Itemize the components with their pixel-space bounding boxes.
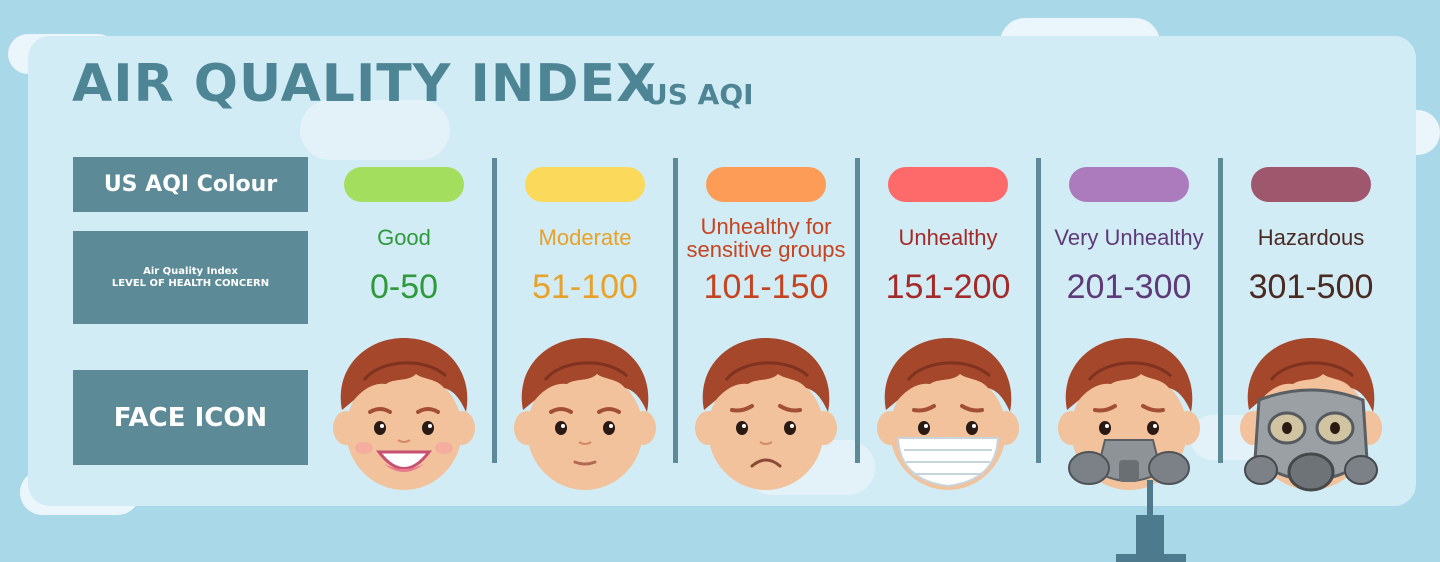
row-label-face: FACE ICON bbox=[73, 370, 308, 465]
aqi-category-column: Very Unhealthy 201-300 bbox=[1039, 160, 1219, 500]
aqi-range-value: 101-150 bbox=[703, 268, 829, 306]
page-title: AIR QUALITY INDEX bbox=[72, 54, 658, 114]
aqi-level-label: Unhealthy for bbox=[700, 214, 832, 239]
row-label-colour: US AQI Colour bbox=[73, 157, 308, 212]
cloud-decoration bbox=[300, 100, 450, 160]
aqi-colour-swatch bbox=[525, 167, 645, 202]
row-label-colour-text: US AQI Colour bbox=[103, 172, 278, 197]
aqi-level-label: Very Unhealthy bbox=[1054, 225, 1204, 250]
column-divider bbox=[673, 158, 678, 463]
aqi-colour-swatch bbox=[888, 167, 1008, 202]
tower-base bbox=[1116, 554, 1186, 562]
aqi-level-label: Moderate bbox=[538, 225, 632, 250]
aqi-category-column: Hazardous 301-500 bbox=[1221, 160, 1401, 500]
aqi-category-column: Unhealthy for sensitive groups 101-150 bbox=[676, 160, 856, 500]
aqi-level-label: Hazardous bbox=[1257, 225, 1365, 250]
aqi-range-value: 301-500 bbox=[1248, 268, 1374, 306]
aqi-range-value: 51-100 bbox=[532, 268, 638, 306]
aqi-colour-swatch bbox=[1069, 167, 1189, 202]
row-label-face-text: FACE ICON bbox=[113, 402, 268, 433]
column-divider bbox=[1036, 158, 1041, 463]
aqi-level-label-line2: sensitive groups bbox=[686, 237, 846, 262]
sad-face-icon bbox=[686, 330, 846, 495]
aqi-colour-swatch bbox=[706, 167, 826, 202]
aqi-colour-swatch bbox=[1251, 167, 1371, 202]
aqi-level-label: Unhealthy bbox=[898, 225, 998, 250]
aqi-level-label: Good bbox=[377, 225, 431, 250]
row-label-level-line2: LEVEL OF HEALTH CONCERN bbox=[111, 277, 270, 289]
neutral-face-icon bbox=[505, 330, 665, 495]
aqi-range-value: 151-200 bbox=[885, 268, 1011, 306]
face-mask-icon bbox=[868, 330, 1028, 495]
row-label-level: Air Quality Index LEVEL OF HEALTH CONCER… bbox=[73, 231, 308, 324]
aqi-category-column: Unhealthy 151-200 bbox=[858, 160, 1038, 500]
happy-face-icon bbox=[324, 330, 484, 495]
aqi-category-column: Good 0-50 bbox=[314, 160, 494, 500]
tower-antenna bbox=[1147, 480, 1153, 516]
aqi-range-value: 0-50 bbox=[369, 268, 439, 306]
gas-mask-face-icon bbox=[1231, 330, 1391, 495]
column-divider bbox=[855, 158, 860, 463]
row-label-level-line1: Air Quality Index bbox=[143, 265, 238, 277]
page-subtitle: US AQI bbox=[645, 78, 754, 111]
aqi-range-value: 201-300 bbox=[1066, 268, 1192, 306]
aqi-category-column: Moderate 51-100 bbox=[495, 160, 675, 500]
column-divider bbox=[1218, 158, 1223, 463]
aqi-colour-swatch bbox=[344, 167, 464, 202]
respirator-face-icon bbox=[1049, 330, 1209, 495]
column-divider bbox=[492, 158, 497, 463]
